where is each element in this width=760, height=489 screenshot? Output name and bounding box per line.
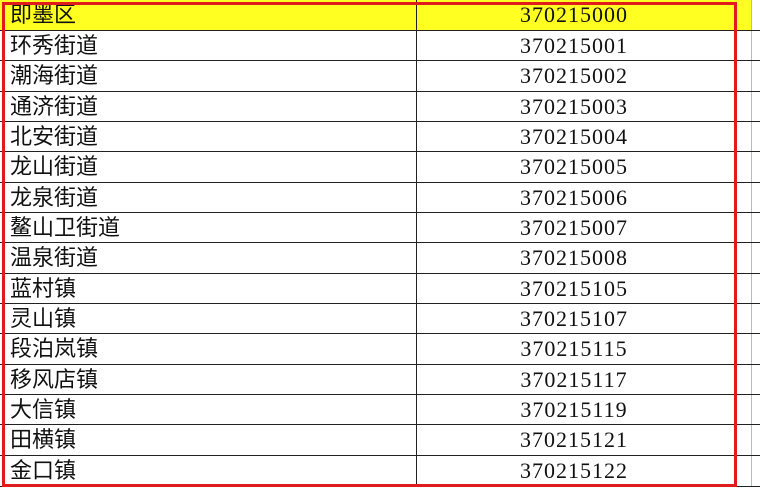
table-row[interactable]: 金口镇 370215122 — [0, 456, 760, 487]
cell-code[interactable]: 370215001 — [417, 31, 752, 60]
cell-name[interactable]: 金口镇 — [0, 456, 417, 486]
cell-name[interactable]: 龙泉街道 — [0, 183, 417, 212]
table-row[interactable]: 温泉街道 370215008 — [0, 243, 760, 274]
cell-code[interactable]: 370215121 — [417, 425, 752, 455]
table-row[interactable]: 龙山街道 370215005 — [0, 152, 760, 183]
cell-code[interactable]: 370215003 — [417, 92, 752, 121]
cell-name[interactable]: 田横镇 — [0, 425, 417, 455]
table-row[interactable]: 灵山镇 370215107 — [0, 304, 760, 334]
table-row[interactable]: 移风店镇 370215117 — [0, 365, 760, 395]
cell-name[interactable]: 环秀街道 — [0, 31, 417, 60]
table-row[interactable]: 即墨区 370215000 — [0, 0, 760, 31]
cell-code[interactable]: 370215000 — [417, 0, 752, 30]
table-row[interactable]: 潮海街道 370215002 — [0, 61, 760, 92]
cell-name[interactable]: 即墨区 — [0, 0, 417, 30]
cell-code[interactable]: 370215006 — [417, 183, 752, 212]
table-row[interactable]: 蓝村镇 370215105 — [0, 274, 760, 304]
cell-name[interactable]: 北安街道 — [0, 122, 417, 151]
cell-name[interactable]: 鳌山卫街道 — [0, 213, 417, 242]
cell-code[interactable]: 370215122 — [417, 456, 752, 486]
table-row[interactable]: 龙泉街道 370215006 — [0, 183, 760, 213]
cell-code[interactable]: 370215107 — [417, 304, 752, 333]
cell-name[interactable]: 龙山街道 — [0, 152, 417, 182]
table-row[interactable]: 田横镇 370215121 — [0, 425, 760, 456]
table-row[interactable]: 环秀街道 370215001 — [0, 31, 760, 61]
cell-code[interactable]: 370215117 — [417, 365, 752, 394]
table-row[interactable]: 通济街道 370215003 — [0, 92, 760, 122]
cell-name[interactable]: 蓝村镇 — [0, 274, 417, 303]
cell-code[interactable]: 370215005 — [417, 152, 752, 182]
cell-code[interactable]: 370215105 — [417, 274, 752, 303]
cell-name[interactable]: 大信镇 — [0, 395, 417, 424]
table-row[interactable]: 北安街道 370215004 — [0, 122, 760, 152]
cell-code[interactable]: 370215008 — [417, 243, 752, 273]
cell-name[interactable]: 移风店镇 — [0, 365, 417, 394]
cell-name[interactable]: 灵山镇 — [0, 304, 417, 333]
cell-code[interactable]: 370215115 — [417, 334, 752, 364]
cell-code[interactable]: 370215004 — [417, 122, 752, 151]
table-row[interactable]: 鳌山卫街道 370215007 — [0, 213, 760, 243]
cell-name[interactable]: 通济街道 — [0, 92, 417, 121]
cell-name[interactable]: 潮海街道 — [0, 61, 417, 91]
table-row[interactable]: 大信镇 370215119 — [0, 395, 760, 425]
table-row[interactable]: 段泊岚镇 370215115 — [0, 334, 760, 365]
cell-code[interactable]: 370215119 — [417, 395, 752, 424]
cell-code[interactable]: 370215002 — [417, 61, 752, 91]
cell-code[interactable]: 370215007 — [417, 213, 752, 242]
cell-name[interactable]: 段泊岚镇 — [0, 334, 417, 364]
cell-name[interactable]: 温泉街道 — [0, 243, 417, 273]
